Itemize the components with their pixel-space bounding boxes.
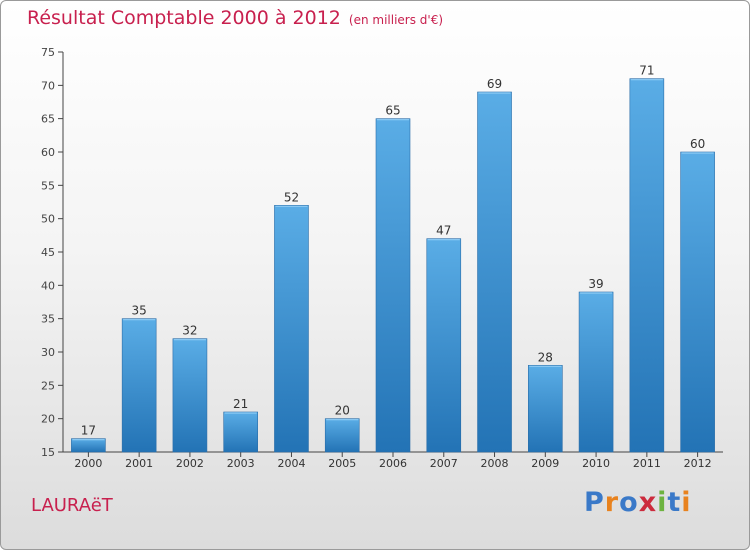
x-tick-label: 2000 xyxy=(74,457,102,470)
y-tick-label: 60 xyxy=(41,146,55,159)
x-tick-label: 2003 xyxy=(227,457,255,470)
logo-letter: r xyxy=(604,487,620,518)
bar-2011 xyxy=(629,78,665,453)
y-tick-label: 75 xyxy=(41,46,55,59)
data-label: 60 xyxy=(690,137,705,151)
y-tick-label: 40 xyxy=(41,279,55,292)
data-label: 28 xyxy=(538,350,553,364)
logo-letter: o xyxy=(619,487,639,518)
y-tick-label: 65 xyxy=(41,113,55,126)
chart-title: Résultat Comptable 2000 à 2012 xyxy=(27,7,341,29)
data-label: 52 xyxy=(284,190,299,204)
chart-unit: (en milliers d'€) xyxy=(348,13,444,27)
bar-2002 xyxy=(172,338,208,453)
bar-2006 xyxy=(375,118,411,453)
bar-2007 xyxy=(426,238,462,453)
bar-2010 xyxy=(578,291,614,453)
bar-2000 xyxy=(71,438,106,453)
y-tick-label: 25 xyxy=(41,379,55,392)
logo-letter: P xyxy=(584,487,605,518)
data-label: 32 xyxy=(182,324,197,338)
data-label: 21 xyxy=(233,397,248,411)
x-tick-label: 2011 xyxy=(633,457,661,470)
bar-2009 xyxy=(528,365,563,453)
chart-labels: 2000 17 2001 35 2002 32 2003 21 2004 52 2005 20 2006… xyxy=(74,64,711,470)
bar-2005 xyxy=(324,418,360,453)
bar-2004 xyxy=(274,205,309,453)
y-tick-label: 30 xyxy=(41,346,55,359)
bar-2001 xyxy=(121,318,157,453)
y-tick-label: 55 xyxy=(41,179,55,192)
data-label: 39 xyxy=(588,277,603,291)
x-tick-label: 2001 xyxy=(125,457,153,470)
y-tick-label: 70 xyxy=(41,79,55,92)
y-tick-label: 50 xyxy=(41,213,55,226)
data-label: 20 xyxy=(335,404,350,418)
logo-letter: t xyxy=(667,487,682,518)
chart-bars xyxy=(71,78,715,453)
data-label: 71 xyxy=(639,64,654,78)
x-tick-label: 2007 xyxy=(430,457,458,470)
x-tick-label: 2010 xyxy=(582,457,610,470)
proxiti-logo: Proxiti xyxy=(584,487,692,518)
x-tick-label: 2008 xyxy=(481,457,509,470)
bar-2012 xyxy=(680,151,715,453)
logo-letter: i xyxy=(657,487,668,518)
data-label: 35 xyxy=(132,304,147,318)
x-tick-label: 2009 xyxy=(531,457,559,470)
x-tick-label: 2004 xyxy=(277,457,305,470)
chart-title-block: Résultat Comptable 2000 à 2012 (en millie… xyxy=(27,7,443,29)
data-label: 17 xyxy=(81,424,96,438)
town-name: LAURAëT xyxy=(31,495,113,516)
x-tick-label: 2002 xyxy=(176,457,204,470)
y-tick-label: 20 xyxy=(41,413,55,426)
data-label: 69 xyxy=(487,77,502,91)
bar-2003 xyxy=(223,411,258,453)
data-label: 47 xyxy=(436,224,451,238)
bar-2008 xyxy=(477,91,512,453)
logo-letter: x xyxy=(638,487,658,518)
x-tick-label: 2006 xyxy=(379,457,407,470)
y-tick-label: 35 xyxy=(41,313,55,326)
y-tick-label: 15 xyxy=(41,446,55,459)
x-tick-label: 2005 xyxy=(328,457,356,470)
y-tick-label: 45 xyxy=(41,246,55,259)
logo-letter: i xyxy=(681,487,692,518)
data-label: 65 xyxy=(385,104,400,118)
x-tick-label: 2012 xyxy=(684,457,712,470)
